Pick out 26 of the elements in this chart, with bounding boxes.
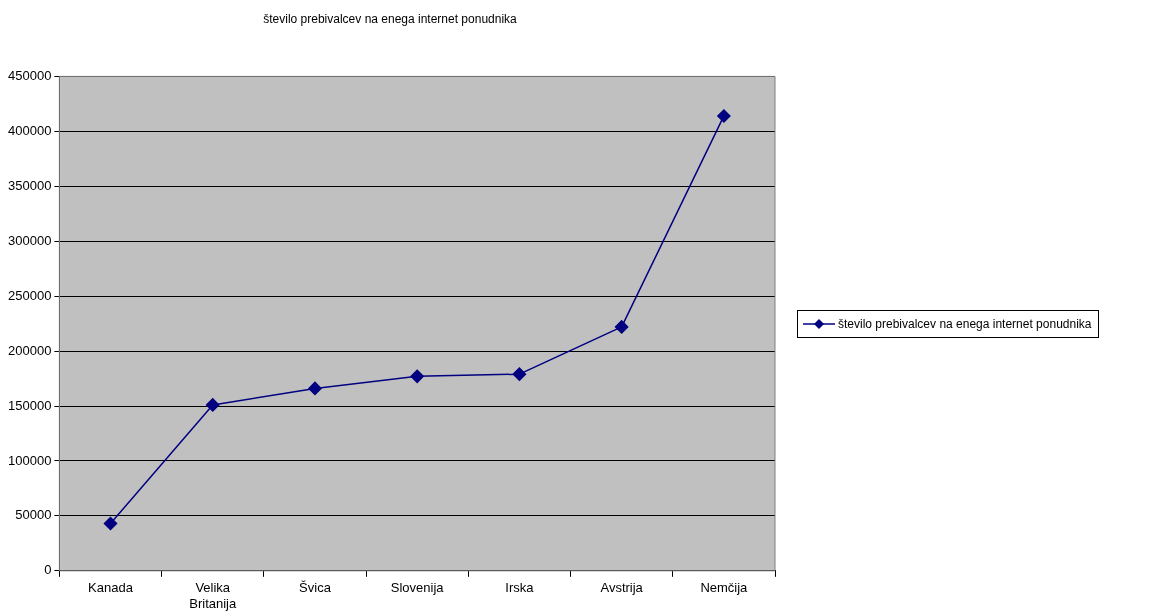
y-tick-label: 250000 — [7, 287, 52, 303]
point — [512, 367, 527, 381]
x-tick-label: Kanada — [88, 580, 134, 596]
x-tick-label: Švica — [299, 580, 332, 596]
y-tick-label: 150000 — [7, 397, 52, 413]
y-tick-label: 400000 — [7, 122, 52, 138]
point — [103, 516, 118, 531]
point — [410, 369, 424, 384]
point — [308, 381, 322, 396]
y-tick-label: 300000 — [7, 232, 52, 248]
legend-label: število prebivalcev na enega internet ponudnika — [838, 317, 1092, 331]
x-tick-label: Nemčija — [700, 580, 749, 596]
y-tick-label: 50000 — [15, 507, 52, 523]
y-tick-label: 200000 — [7, 342, 52, 358]
x-tick-label: Velika Britanija — [189, 580, 237, 611]
y-tick-label: 0 — [44, 562, 52, 578]
x-tick-label: Slovenija — [390, 580, 445, 596]
y-tick-label: 100000 — [7, 452, 52, 468]
point — [717, 109, 731, 123]
y-tick-label: 450000 — [7, 67, 52, 83]
chart-title: število prebivalcev na enega internet ponudnika — [263, 11, 518, 26]
point — [205, 398, 220, 412]
x-tick-label: Irska — [505, 580, 535, 596]
y-tick-label: 350000 — [7, 177, 52, 193]
x-tick-label: Avstrija — [600, 580, 644, 596]
point — [614, 320, 629, 334]
